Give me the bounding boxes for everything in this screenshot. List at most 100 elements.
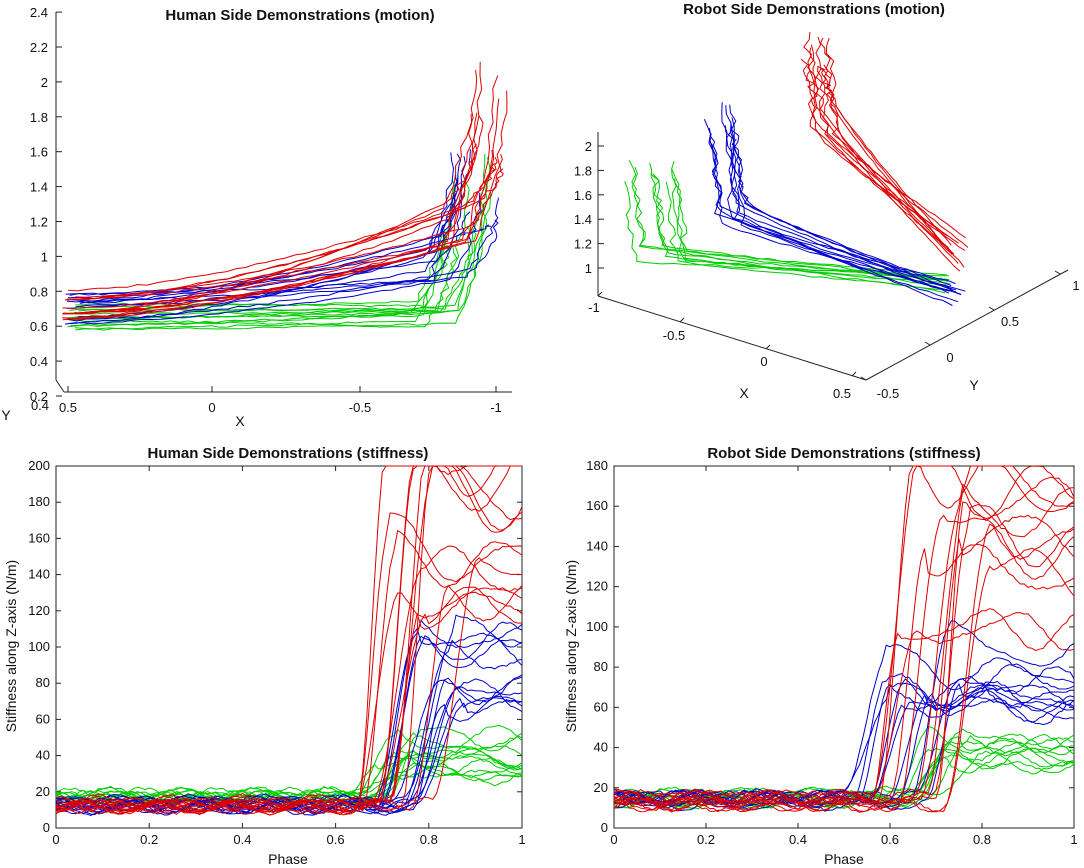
ylabel-robot-motion: Y [969, 377, 979, 393]
z-tick-label: 1.6 [574, 188, 592, 203]
y-tick-label: 200 [28, 458, 50, 473]
z-tick-label: 1.2 [30, 215, 48, 230]
y-tick-label: 0 [601, 820, 608, 835]
z-tick-label: 1.8 [574, 163, 592, 178]
panel-robot-motion: Robot Side Demonstrations (motion) 1 1.2 1… [574, 1, 1080, 401]
trajectory-line [807, 44, 959, 244]
series-line [613, 514, 1075, 804]
trajectory-line [66, 197, 500, 322]
trajectory-line [62, 69, 478, 321]
trajectory-line [68, 179, 470, 315]
series-line [613, 682, 1075, 808]
z-tick-label: 0.4 [30, 354, 48, 369]
series-line [613, 483, 1075, 805]
trajectory-line [725, 105, 954, 290]
x-tick-label: 0 [760, 354, 767, 369]
x-tick-mark [679, 317, 685, 323]
series-line [613, 620, 1075, 806]
z-tick-label: 2 [41, 75, 48, 90]
series-line [613, 678, 1075, 804]
series-line [613, 523, 1075, 813]
x-tick-label: 0.6 [881, 832, 899, 847]
y-tick-label: 160 [586, 498, 608, 513]
series-line [55, 512, 523, 812]
z-tick-label: 0.8 [30, 284, 48, 299]
y-tick-human-motion: 0.4 [31, 398, 49, 413]
trajectory-line [75, 154, 503, 298]
x-tick-label: -0.5 [349, 400, 371, 415]
x-axis-robot-motion [597, 295, 867, 381]
series-line [55, 621, 523, 811]
y-tick-label: 80 [594, 659, 608, 674]
series-line [613, 689, 1075, 806]
y-tick-label: 140 [28, 567, 50, 582]
title-robot-stiffness: Robot Side Demonstrations (stiffness) [707, 445, 980, 462]
series-line [613, 644, 1075, 804]
trajectory-line [721, 102, 962, 296]
series-line [55, 619, 523, 810]
trajectory-line [703, 119, 966, 292]
x-tick-label: 0.4 [789, 832, 807, 847]
trajectory-line [817, 66, 952, 246]
series-line [613, 503, 1075, 807]
ylabel-human-stiffness: Stiffness along Z-axis (N/m) [3, 560, 19, 732]
y-tick-mark [860, 376, 867, 381]
series-line [55, 557, 523, 810]
series-line [55, 724, 523, 805]
trajectory-line [805, 70, 961, 272]
series-line [55, 545, 523, 815]
x-tick-label: 0.8 [973, 832, 991, 847]
trajectory-line [79, 244, 452, 309]
trajectory-line [62, 143, 477, 315]
x-tick-label: 0.8 [420, 832, 438, 847]
panel-human-motion: Human Side Demonstrations (motion) 0.20.… [1, 5, 512, 429]
trajectory-line [62, 150, 494, 310]
x-tick-label: 0.4 [233, 832, 251, 847]
z-tick-label: 1.6 [30, 145, 48, 160]
ylabel-human-motion: Y [1, 407, 11, 423]
trajectory-line [67, 179, 457, 321]
z-tick-label: 1 [41, 249, 48, 264]
title-robot-motion: Robot Side Demonstrations (motion) [683, 1, 945, 18]
series-line [613, 612, 1075, 806]
trajectory-line [75, 153, 486, 308]
x-tick-label: -1 [490, 400, 502, 415]
y-tick-mark [988, 306, 995, 311]
series-line [613, 547, 1075, 813]
series-line [613, 543, 1075, 808]
trajectory-line [731, 138, 956, 291]
xlabel-robot-stiffness: Phase [824, 851, 864, 867]
trajectory-line [75, 211, 488, 331]
trajectory-line [68, 162, 496, 292]
plot-frame [613, 465, 1075, 829]
trajectory-line [69, 227, 471, 313]
series-line [613, 465, 1075, 806]
trajectory-line [74, 246, 458, 328]
x-tick-label: 0.2 [697, 832, 715, 847]
y-tick-label: 120 [28, 603, 50, 618]
trajectory-line [628, 160, 947, 276]
z-tick-label: 0.2 [30, 389, 48, 404]
trajectory-line [624, 181, 949, 277]
x-tick-label: 1 [518, 832, 525, 847]
y-tick-label: 100 [28, 639, 50, 654]
y-tick-label: 180 [586, 458, 608, 473]
y-tick-label: 80 [36, 675, 50, 690]
ylabel-robot-stiffness: Stiffness along Z-axis (N/m) [563, 560, 579, 732]
trajectory-line [725, 125, 950, 294]
trajectory-line [64, 192, 482, 325]
trajectory-line [649, 162, 947, 280]
z-tick-label: 2.4 [30, 5, 48, 20]
panel-human-stiffness: Human Side Demonstrations (stiffness) 0 2… [3, 445, 526, 867]
series-line [55, 465, 523, 813]
y-axis-human-motion [55, 379, 65, 393]
x-tick-label: -0.5 [663, 328, 685, 343]
series-line [55, 529, 523, 815]
y-tick-label: 20 [594, 780, 608, 795]
series-line [613, 476, 1075, 811]
z-tick-label: 1.4 [30, 180, 48, 195]
y-tick-label: 120 [586, 579, 608, 594]
x-tick-mark [765, 344, 771, 350]
y-tick-label: 160 [28, 530, 50, 545]
